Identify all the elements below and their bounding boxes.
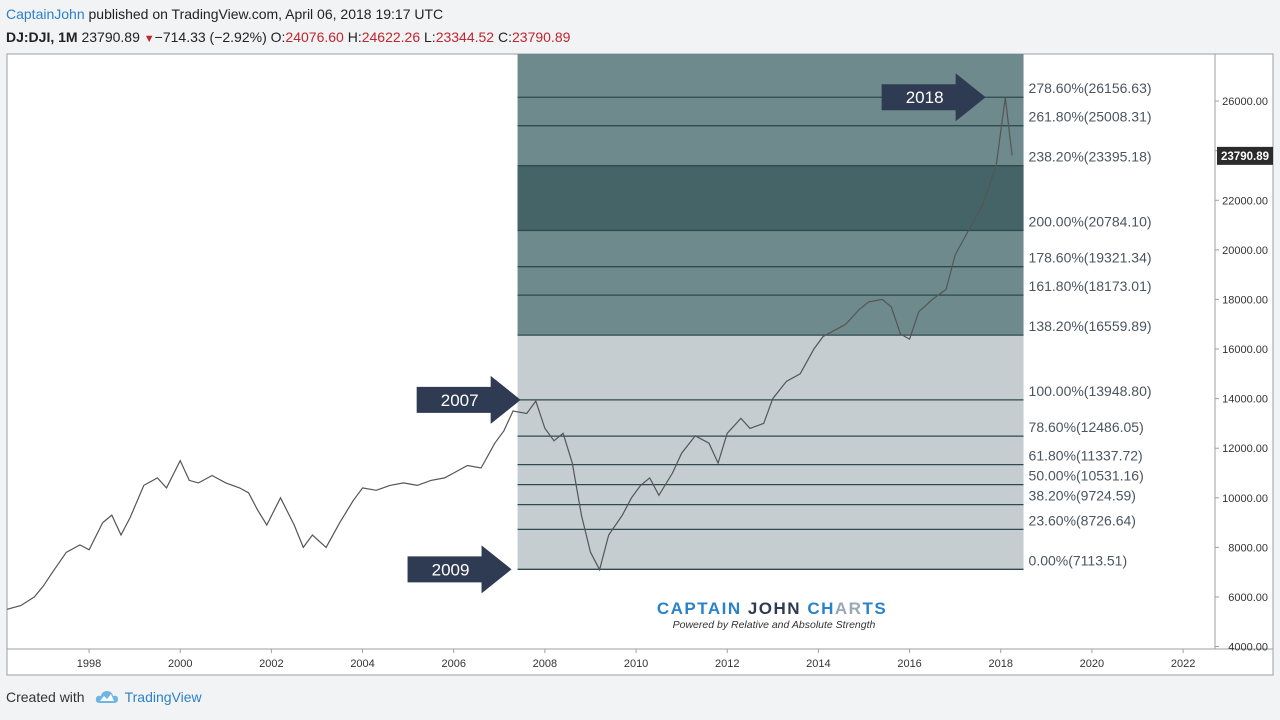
published-text: published on TradingView.com, April 06, …: [88, 6, 444, 22]
tradingview-cloud-icon: [95, 691, 118, 703]
fib-level-label: 178.60%(19321.34): [1029, 250, 1152, 266]
fib-level-label: 61.80%(11337.72): [1029, 448, 1143, 464]
y-tick-label: 26000.00: [1222, 96, 1268, 108]
x-tick-label: 2012: [715, 658, 739, 670]
symbol-label[interactable]: DJ:DJI, 1M: [6, 29, 78, 45]
high-value: 24622.26: [361, 29, 421, 45]
ohlc-bar: DJ:DJI, 1M 23790.89 ▼−714.33 (−2.92%) O:…: [6, 29, 570, 45]
fib-level-label: 23.60%(8726.64): [1029, 512, 1136, 528]
fib-level-label: 278.60%(26156.63): [1029, 80, 1152, 96]
y-tick-label: 12000.00: [1222, 443, 1268, 455]
low-value: 23344.52: [435, 29, 495, 45]
open-value: 24076.60: [285, 29, 344, 45]
close-label: C:: [498, 29, 512, 45]
watermark-subtitle: Powered by Relative and Absolute Strengt…: [673, 619, 876, 631]
y-tick-label: 18000.00: [1222, 294, 1268, 306]
fib-level-label: 261.80%(25008.31): [1029, 109, 1152, 125]
y-tick-label: 14000.00: [1222, 394, 1268, 406]
fib-zone-100-138: [517, 335, 1024, 400]
x-axis: 1998 2000 2002 2004 2006 2008 2010 2012 2014 2016…: [77, 649, 1195, 670]
y-tick-label: 6000.00: [1228, 592, 1268, 604]
y-tick-label: 22000.00: [1222, 195, 1268, 207]
watermark-part-1: CAPTAIN: [657, 599, 748, 618]
fib-level-label: 38.20%(9724.59): [1029, 488, 1136, 504]
created-with-text: Created with: [6, 689, 85, 705]
x-tick-label: 2000: [168, 658, 192, 670]
fib-level-label: 0.00%(7113.51): [1029, 552, 1128, 568]
last-price-tag: 23790.89: [1217, 146, 1273, 165]
x-tick-label: 2018: [989, 658, 1013, 670]
close-value: 23790.89: [512, 29, 571, 45]
fib-level-label: 78.60%(12486.05): [1029, 419, 1144, 435]
y-tick-label: 10000.00: [1222, 493, 1268, 505]
fib-zone-200-238: [517, 165, 1024, 231]
x-tick-label: 2010: [624, 658, 648, 670]
price-series: [6, 97, 1013, 610]
x-tick-label: 2002: [259, 658, 283, 670]
last-price: 23790.89: [81, 29, 140, 45]
fib-level-label: 138.20%(16559.89): [1029, 318, 1152, 334]
x-tick-label: 2022: [1171, 658, 1195, 670]
fib-level-label: 50.00%(10531.16): [1029, 468, 1144, 484]
watermark-part-4: AR: [835, 599, 863, 618]
time-axis-area[interactable]: [6, 648, 1274, 676]
x-tick-label: 2006: [441, 658, 465, 670]
y-tick-label: 20000.00: [1222, 245, 1268, 257]
x-tick-label: 2008: [533, 658, 557, 670]
fibonacci-extension[interactable]: [517, 54, 1024, 570]
x-tick-label: 1998: [77, 658, 101, 670]
watermark-part-3: CH: [807, 599, 835, 618]
author-link[interactable]: CaptainJohn: [6, 6, 85, 22]
fib-level-label: 161.80%(18173.01): [1029, 278, 1152, 294]
annotation-label: 2009: [432, 560, 470, 579]
annotation-arrow: [416, 375, 521, 424]
x-tick-label: 2014: [806, 658, 830, 670]
fib-labels: 0.00%(7113.51) 23.60%(8726.64) 38.20%(9724…: [1029, 80, 1152, 568]
tradingview-link[interactable]: TradingView: [124, 689, 202, 705]
open-label: O:: [270, 29, 286, 45]
publish-info: CaptainJohn published on TradingView.com…: [6, 6, 443, 22]
annotation-label: 2007: [441, 391, 479, 410]
x-tick-label: 2016: [897, 658, 921, 670]
annotation-arrow: [407, 545, 512, 594]
watermark-part-2: JOHN: [748, 599, 807, 618]
down-arrow-icon: ▼: [143, 33, 155, 45]
annotations: 2007 2009 2018: [407, 73, 986, 594]
price-line: [6, 97, 1013, 610]
price-change: −714.33 (−2.92%): [154, 29, 267, 45]
low-label: L:: [424, 29, 436, 45]
y-tick-label: 16000.00: [1222, 344, 1268, 356]
y-tick-label: 4000.00: [1228, 642, 1268, 654]
x-tick-label: 2004: [350, 658, 374, 670]
annotation-arrow: [881, 73, 986, 122]
watermark: CAPTAIN JOHN CHARTS Powered by Relative …: [657, 599, 887, 631]
y-tick-label: 8000.00: [1228, 542, 1268, 554]
footer: Created with TradingView: [6, 689, 202, 705]
fib-level-label: 100.00%(13948.80): [1029, 383, 1152, 399]
fib-level-label: 238.20%(23395.18): [1029, 149, 1152, 165]
high-label: H:: [347, 29, 362, 45]
x-tick-label: 2020: [1080, 658, 1104, 670]
watermark-part-5: TS: [862, 599, 887, 618]
annotation-label: 2018: [906, 88, 944, 107]
fib-level-label: 200.00%(20784.10): [1029, 213, 1152, 229]
last-price-tag-text: 23790.89: [1221, 151, 1269, 163]
watermark-title: CAPTAIN JOHN CHARTS: [657, 599, 887, 618]
